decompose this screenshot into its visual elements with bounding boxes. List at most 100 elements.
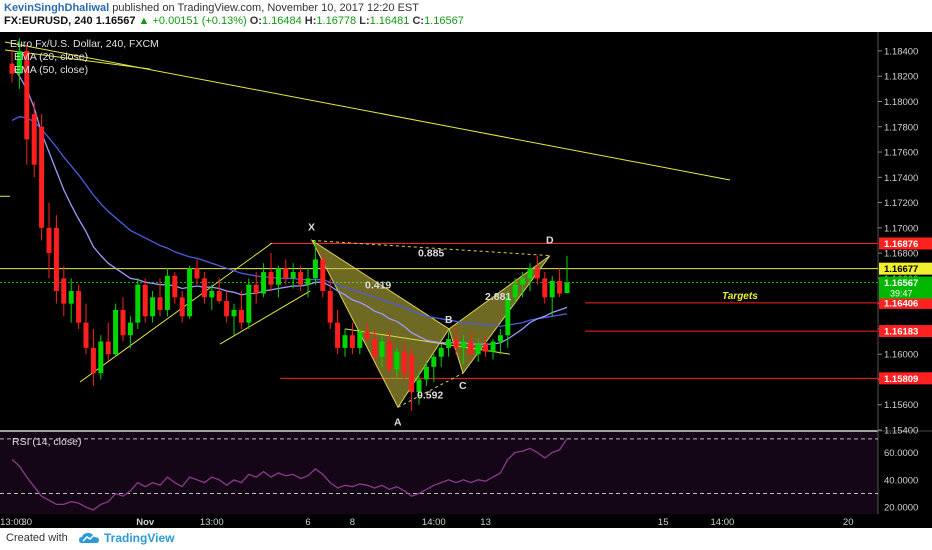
candle-body	[357, 331, 363, 348]
candle-body	[335, 322, 341, 348]
close-value: 1.16567	[424, 15, 464, 27]
candle-body	[31, 114, 37, 165]
pattern-point-A: A	[394, 416, 402, 428]
candle-body	[283, 268, 289, 279]
price-tick-label: 1.17800	[884, 122, 918, 133]
current-price-tag	[879, 262, 932, 275]
last-price-tag	[879, 276, 932, 299]
main-pane-bg	[0, 32, 878, 430]
candle-body	[423, 366, 429, 380]
candle-body	[246, 284, 252, 323]
candle-body	[46, 227, 52, 254]
publisher-name[interactable]: KevinSinghDhaliwal	[4, 2, 110, 14]
candle-body	[320, 259, 326, 292]
price-tick-label: 1.18200	[884, 72, 918, 83]
candle-body	[475, 344, 481, 355]
candle-body	[201, 278, 207, 298]
candle-body	[16, 50, 22, 74]
high-value: 1.16778	[316, 15, 357, 27]
candle-body	[194, 268, 200, 279]
candle-body	[409, 354, 415, 393]
time-tick-label: 14:00	[711, 517, 735, 528]
candle-body	[216, 291, 222, 302]
pattern-point-D: D	[546, 235, 554, 247]
candle-body	[542, 278, 548, 298]
candle-body	[527, 268, 533, 279]
candle-body	[497, 335, 503, 342]
low-value: 1.16481	[369, 15, 410, 27]
price-tick-label: 1.17200	[884, 198, 918, 209]
open-label: O:	[249, 15, 262, 27]
legend-ema50: EMA (50, close)	[14, 64, 88, 76]
pattern-triangle-xab	[310, 239, 450, 409]
candle-body	[261, 272, 267, 294]
candle-body	[401, 351, 407, 374]
candle-body	[135, 284, 141, 323]
rsi-line	[11, 438, 568, 511]
time-tick-label: 13:00	[0, 517, 24, 528]
high-label: H:	[304, 15, 317, 27]
tradingview-brand[interactable]: TradingView	[104, 531, 175, 545]
bar-countdown: 39:47	[890, 289, 913, 299]
candle-body	[83, 322, 89, 348]
channel-lower-line	[79, 242, 273, 383]
price-tick-label: 1.17000	[884, 223, 918, 234]
candle-body	[164, 275, 170, 310]
candle-body	[127, 322, 133, 336]
targets-label: Targets	[722, 291, 758, 302]
candle-body	[453, 339, 459, 348]
candle-body	[483, 344, 489, 352]
candle-body	[253, 284, 259, 294]
ema50-line	[11, 116, 568, 328]
pattern-point-B: B	[445, 314, 453, 326]
candle-body	[187, 268, 193, 317]
price-tick-label: 1.17600	[884, 148, 918, 159]
candle-body	[61, 278, 67, 304]
candle-body	[312, 259, 318, 279]
candle-body	[224, 301, 230, 317]
candle-body	[505, 297, 511, 336]
low-label: L:	[359, 15, 370, 27]
rsi-tick-label: 20.0000	[884, 503, 918, 514]
price-tick-label: 1.15400	[884, 426, 918, 437]
candle-body	[275, 268, 281, 285]
candle-body	[120, 309, 126, 336]
time-tick-label: 15	[658, 517, 669, 528]
candle-body	[564, 282, 570, 294]
time-tick-label: 8	[350, 517, 355, 528]
fib-ratio-label: 0.592	[417, 389, 443, 401]
candle-body	[460, 341, 466, 348]
candle-body	[24, 50, 30, 140]
candle-body	[557, 280, 563, 294]
rsi-tick-label: 60.0000	[884, 448, 918, 459]
footer: Created with TradingView	[0, 528, 932, 550]
candle-body	[349, 335, 355, 348]
candle-body	[209, 291, 215, 298]
price-tick-label: 1.17400	[884, 173, 918, 184]
time-tick-label: Nov	[136, 517, 155, 528]
legend-ema20: EMA (20, close)	[14, 51, 88, 63]
candle-body	[431, 356, 437, 367]
candle-body	[298, 272, 304, 285]
candle-body	[53, 227, 59, 292]
time-tick-label: 6	[305, 517, 310, 528]
created-with-label: Created with	[6, 532, 68, 544]
candle-body	[157, 297, 163, 310]
pattern-xd-line	[311, 239, 551, 257]
candle-body	[549, 280, 555, 298]
candle-body	[394, 351, 400, 370]
candle-body	[76, 291, 82, 323]
candle-body	[172, 275, 178, 298]
price-change: ▲ +0.00151 (+0.13%)	[138, 15, 247, 27]
price-chart[interactable]: 1.18400 1.18200 1.18000 1.17800 1.17600 1.174…	[0, 32, 932, 528]
fib-ratio-label: 2.881	[485, 291, 511, 303]
rsi-title: RSI (14, close)	[12, 436, 81, 448]
price-tick-label: 1.15600	[884, 400, 918, 411]
candle-body	[179, 297, 185, 317]
level-price-label: 1.15809	[884, 374, 918, 385]
candle-body	[327, 291, 333, 323]
candle-body	[534, 268, 540, 279]
time-tick-label: 13	[480, 517, 491, 528]
fib-ratio-label: 0.419	[365, 279, 391, 291]
level-price-tag	[879, 296, 932, 309]
